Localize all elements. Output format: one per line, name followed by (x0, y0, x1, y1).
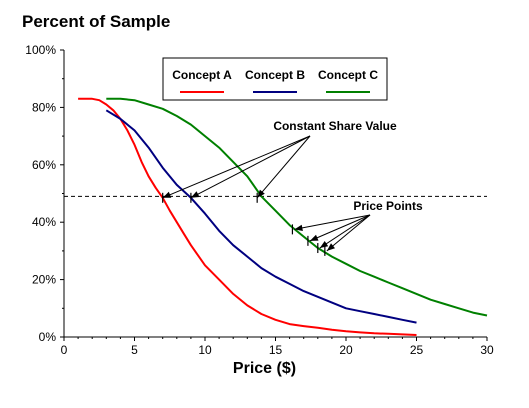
annotation-arrowhead (190, 191, 200, 198)
legend: Concept A Concept B Concept C (162, 57, 388, 101)
annotation-arrow (294, 214, 371, 230)
x-tick-label: 20 (339, 343, 353, 357)
annotation-arrowhead (319, 241, 329, 248)
annotation-arrow (190, 135, 311, 199)
y-tick-label: 0% (39, 330, 57, 344)
legend-label-3: Concept C (318, 68, 378, 82)
annotation-arrow (256, 135, 311, 199)
annotation-arrowhead (294, 224, 303, 231)
y-tick-label: 100% (25, 43, 56, 57)
annotation-arrow (319, 214, 371, 249)
annotation-label-price-points: Price Points (353, 199, 423, 213)
x-tick-label: 10 (198, 343, 212, 357)
legend-label-2: Concept B (245, 68, 305, 82)
series-line-2 (105, 109, 417, 324)
annotation-arrowhead (257, 189, 265, 198)
x-axis-label: Price ($) (232, 360, 297, 377)
x-tick-label: 30 (480, 343, 494, 357)
legend-label-1: Concept A (172, 68, 232, 82)
series-line-3 (106, 97, 488, 317)
x-tick-label: 15 (269, 343, 283, 357)
y-tick-label: 60% (32, 158, 56, 172)
x-tick-label: 5 (131, 343, 138, 357)
x-tick-label: 25 (410, 343, 424, 357)
annotation-arrow (309, 214, 371, 242)
annotation-arrowhead (309, 234, 319, 241)
series-line-1 (78, 97, 417, 336)
annotation-arrowhead (326, 243, 335, 251)
annotation-arrowhead (162, 191, 172, 198)
annotation-arrow (162, 135, 311, 199)
chart-title: Percent of Sample (22, 12, 171, 31)
y-tick-label: 20% (32, 273, 56, 287)
annotation-arrow (326, 214, 371, 252)
y-tick-label: 40% (32, 215, 56, 229)
y-tick-label: 80% (32, 100, 56, 114)
x-tick-label: 0 (61, 343, 68, 357)
annotation-label-constant-share: Constant Share Value (273, 119, 397, 133)
